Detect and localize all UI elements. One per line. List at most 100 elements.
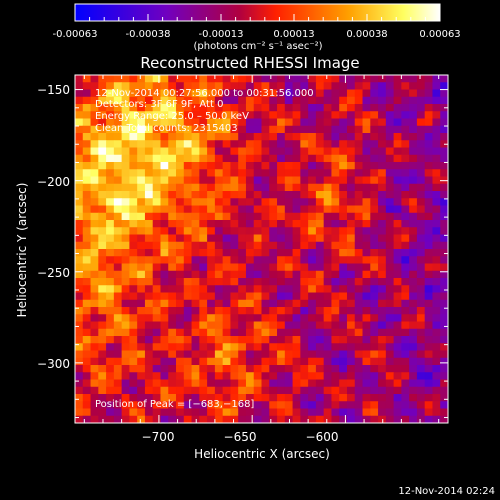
heatmap-cell <box>90 75 99 83</box>
heatmap-cell <box>269 299 278 308</box>
heatmap-cell <box>152 299 161 308</box>
heatmap-cell <box>346 394 356 402</box>
heatmap-cell <box>331 263 340 272</box>
heatmap-cell <box>238 212 247 221</box>
heatmap-cell <box>245 408 255 417</box>
heatmap-cell <box>393 357 402 366</box>
heatmap-cell <box>106 379 115 388</box>
heatmap-cell <box>137 336 146 344</box>
heatmap-cell <box>144 415 154 424</box>
heatmap-cell <box>253 183 262 192</box>
heatmap-cell <box>261 270 270 279</box>
heatmap-cell <box>401 89 410 98</box>
heatmap-cell <box>284 154 293 163</box>
heatmap-cell <box>152 241 161 250</box>
heatmap-cell <box>238 183 247 192</box>
heatmap-cell <box>308 350 317 359</box>
heatmap-cell <box>432 379 441 388</box>
heatmap-cell <box>346 104 356 112</box>
heatmap-cell <box>253 140 262 148</box>
heatmap-cell <box>300 270 309 279</box>
heatmap-cell <box>331 75 340 83</box>
heatmap-cell <box>339 82 348 90</box>
heatmap-cell <box>129 307 138 315</box>
heatmap-cell <box>261 162 270 170</box>
heatmap-cell <box>214 111 224 119</box>
heatmap-cell <box>292 241 301 250</box>
heatmap-cell <box>176 314 185 322</box>
heatmap-cell <box>230 401 239 409</box>
heatmap-cell <box>168 227 177 235</box>
heatmap-cell <box>346 183 356 192</box>
heatmap-cell <box>253 198 262 206</box>
heatmap-cell <box>98 415 107 424</box>
heatmap-cell <box>269 96 278 105</box>
heatmap-cell <box>385 256 394 264</box>
heatmap-cell <box>300 328 309 337</box>
heatmap-cell <box>261 205 270 214</box>
footer-timestamp: 12-Nov-2014 02:24 <box>398 486 495 497</box>
heatmap-cell <box>245 176 255 185</box>
heatmap-cell <box>113 220 123 228</box>
heatmap-cell <box>98 169 107 177</box>
heatmap-cell <box>339 241 348 250</box>
heatmap-cell <box>331 343 340 351</box>
heatmap-cell <box>207 104 216 112</box>
heatmap-cell <box>207 125 216 134</box>
heatmap-cell <box>199 220 208 228</box>
heatmap-cell <box>362 285 371 293</box>
heatmap-cell <box>370 89 379 98</box>
heatmap-cell <box>424 147 433 156</box>
heatmap-cell <box>339 191 348 199</box>
heatmap-cell <box>339 118 348 127</box>
heatmap-cell <box>269 241 278 250</box>
heatmap-cell <box>183 350 192 359</box>
heatmap-cell <box>121 249 130 257</box>
heatmap-cell <box>277 176 286 185</box>
heatmap-cell <box>339 328 348 337</box>
heatmap-cell <box>308 89 317 98</box>
heatmap-cell <box>409 212 418 221</box>
heatmap-cell <box>222 162 231 170</box>
heatmap-cell <box>261 278 270 286</box>
heatmap-cell <box>253 147 262 156</box>
heatmap-cell <box>214 386 224 395</box>
heatmap-cell <box>214 394 224 402</box>
heatmap-cell <box>424 227 433 235</box>
heatmap-cell <box>152 321 161 330</box>
heatmap-cell <box>378 357 387 366</box>
heatmap-cell <box>222 220 231 228</box>
heatmap-cell <box>129 249 138 257</box>
heatmap-cell <box>207 263 216 272</box>
heatmap-cell <box>339 357 348 366</box>
colorbar-tick-label: 0.00013 <box>273 29 314 40</box>
heatmap-cell <box>346 365 356 373</box>
heatmap-cell <box>378 285 387 293</box>
heatmap-cell <box>222 183 231 192</box>
heatmap-cell <box>245 299 255 308</box>
heatmap-cell <box>269 212 278 221</box>
heatmap-cell <box>416 365 426 373</box>
heatmap-cell <box>292 147 301 156</box>
heatmap-cell <box>245 96 255 105</box>
heatmap-cell <box>230 241 239 250</box>
heatmap-cell <box>168 154 177 163</box>
heatmap-cell <box>160 357 169 366</box>
heatmap-cell <box>370 125 379 134</box>
heatmap-cell <box>354 205 363 214</box>
heatmap-cell <box>245 336 255 344</box>
heatmap-cell <box>121 307 130 315</box>
heatmap-cell <box>176 270 185 279</box>
heatmap-cell <box>90 241 99 250</box>
heatmap-cell <box>160 270 169 279</box>
heatmap-cell <box>129 401 138 409</box>
heatmap-cell <box>207 292 216 301</box>
heatmap-cell <box>370 379 379 388</box>
heatmap-cell <box>308 234 317 243</box>
heatmap-cell <box>82 263 91 272</box>
heatmap-cell <box>331 328 340 337</box>
heatmap-cell <box>183 278 192 286</box>
heatmap-cell <box>277 125 286 134</box>
heatmap-cell <box>409 176 418 185</box>
heatmap-cell <box>75 343 84 351</box>
